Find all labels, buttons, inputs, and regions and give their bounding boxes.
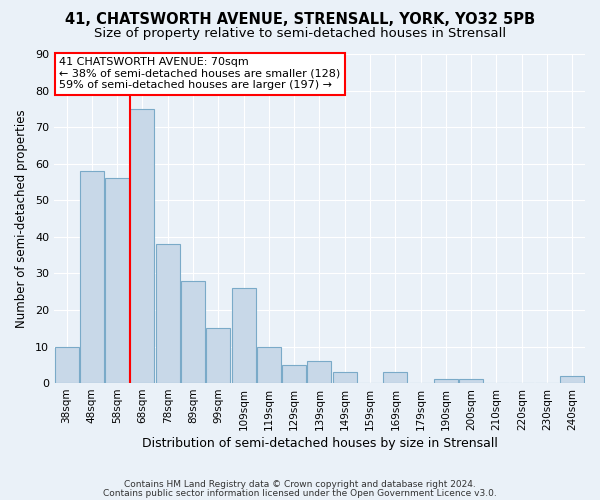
Text: 41, CHATSWORTH AVENUE, STRENSALL, YORK, YO32 5PB: 41, CHATSWORTH AVENUE, STRENSALL, YORK, …	[65, 12, 535, 28]
Bar	[257, 346, 281, 383]
X-axis label: Distribution of semi-detached houses by size in Strensall: Distribution of semi-detached houses by …	[142, 437, 497, 450]
Bar	[130, 109, 154, 383]
Bar	[282, 365, 306, 383]
Bar	[80, 171, 104, 383]
Bar	[333, 372, 357, 383]
Bar	[459, 380, 483, 383]
Bar	[560, 376, 584, 383]
Bar	[105, 178, 129, 383]
Bar	[181, 280, 205, 383]
Text: Contains HM Land Registry data © Crown copyright and database right 2024.: Contains HM Land Registry data © Crown c…	[124, 480, 476, 489]
Bar	[307, 361, 331, 383]
Bar	[232, 288, 256, 383]
Bar	[55, 346, 79, 383]
Bar	[206, 328, 230, 383]
Text: Size of property relative to semi-detached houses in Strensall: Size of property relative to semi-detach…	[94, 28, 506, 40]
Text: 41 CHATSWORTH AVENUE: 70sqm
← 38% of semi-detached houses are smaller (128)
59% : 41 CHATSWORTH AVENUE: 70sqm ← 38% of sem…	[59, 58, 340, 90]
Bar	[434, 380, 458, 383]
Bar	[156, 244, 180, 383]
Text: Contains public sector information licensed under the Open Government Licence v3: Contains public sector information licen…	[103, 488, 497, 498]
Y-axis label: Number of semi-detached properties: Number of semi-detached properties	[15, 109, 28, 328]
Bar	[383, 372, 407, 383]
